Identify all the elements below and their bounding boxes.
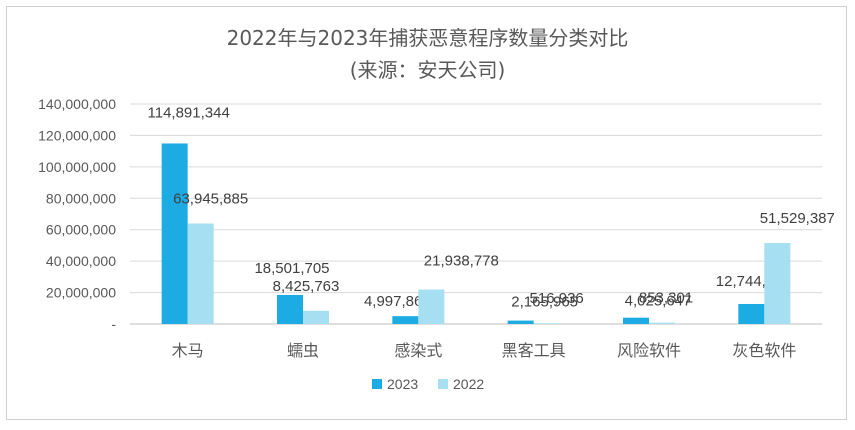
y-tick-label: 80,000,000: [46, 190, 116, 206]
data-label-2022-4: 853,301: [639, 290, 693, 307]
data-label-2023-1: 18,501,705: [254, 260, 329, 277]
bar-2022-4: [649, 322, 675, 324]
y-tick-label: 140,000,000: [38, 96, 116, 112]
legend-swatch-2023: [372, 379, 382, 389]
x-category-label: 感染式: [394, 341, 442, 360]
y-tick-label: 100,000,000: [38, 159, 116, 175]
data-label-2022-1: 8,425,763: [273, 278, 340, 295]
bar-2023-5: [738, 303, 765, 324]
bar-2022-2: [418, 289, 445, 324]
data-label-2023-2: 4,997,863: [364, 293, 431, 310]
x-category-label: 风险软件: [617, 341, 681, 360]
data-label-2023-4: 4,025,647: [625, 293, 692, 310]
data-label-2022-2: 21,938,778: [424, 253, 499, 270]
bar-2023-4: [623, 317, 649, 324]
y-tick-label: -: [111, 316, 116, 332]
chart-subtitle: (来源：安天公司): [349, 58, 506, 82]
bar-2022-0: [187, 223, 214, 324]
legend-label-2022: 2022: [453, 376, 484, 392]
bar-2022-1: [303, 310, 329, 324]
bar-2022-3: [533, 323, 560, 324]
x-category-label: 蠕虫: [287, 341, 319, 360]
bar-2023-3: [507, 320, 534, 324]
legend-swatch-2022: [438, 379, 448, 389]
y-tick-label: 20,000,000: [46, 285, 116, 301]
y-tick-label: 120,000,000: [38, 127, 116, 143]
y-tick-label: 60,000,000: [46, 222, 116, 238]
chart-frame: [6, 6, 847, 420]
data-label-2022-0: 63,945,885: [173, 191, 248, 208]
bar-2023-0: [161, 143, 188, 324]
data-label-2022-3: 516,936: [530, 290, 584, 307]
x-category-label: 木马: [172, 341, 204, 360]
bar-2023-1: [277, 294, 303, 324]
x-category-label: 灰色软件: [732, 341, 796, 360]
y-tick-label: 40,000,000: [46, 253, 116, 269]
data-label-2023-0: 114,891,344: [148, 104, 230, 121]
legend-label-2023: 2023: [387, 376, 418, 392]
chart-title: 2022年与2023年捕获恶意程序数量分类对比: [226, 26, 629, 50]
bar-2023-2: [392, 316, 419, 324]
data-label-2022-5: 51,529,387: [760, 210, 835, 227]
bar-2022-5: [764, 243, 791, 324]
data-label-2023-3: 2,165,965: [511, 294, 578, 311]
x-category-label: 黑客工具: [502, 341, 566, 360]
